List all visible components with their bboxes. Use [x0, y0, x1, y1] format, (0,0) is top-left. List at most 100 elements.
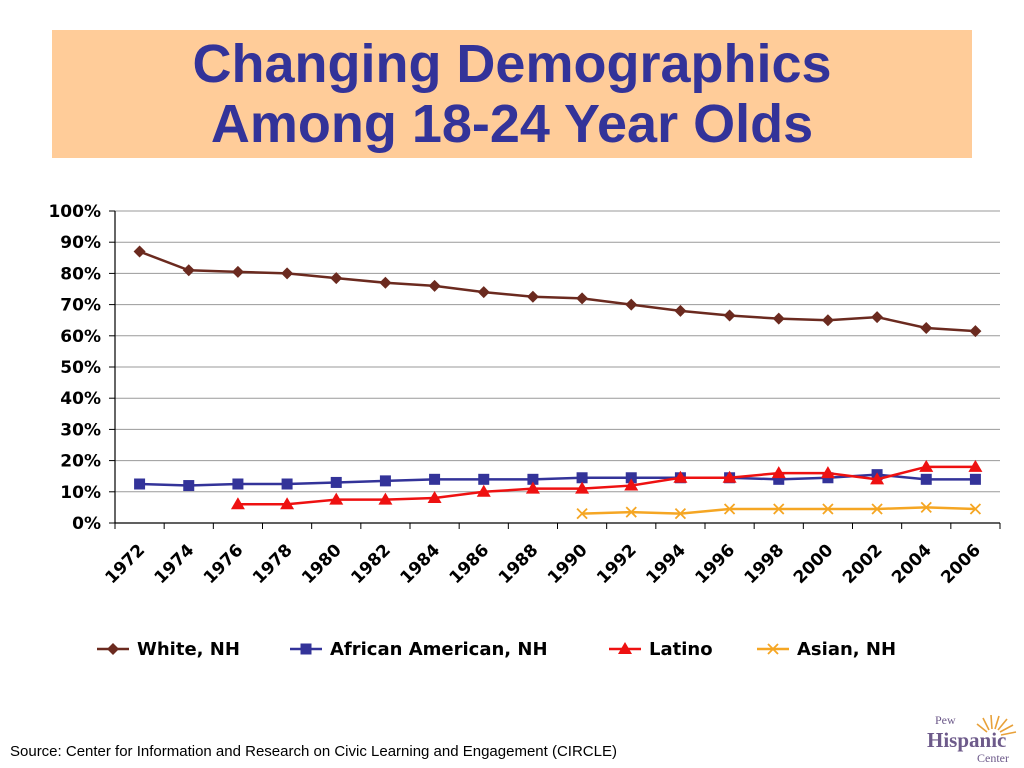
- legend-marker-asian-nh: [767, 643, 779, 655]
- series-line-latino: [237, 465, 976, 506]
- legend-marker-african-american-nh: [300, 643, 312, 655]
- y-tick-label: 0%: [72, 514, 101, 534]
- y-tick-label: 80%: [60, 264, 101, 284]
- logo-word-3: Center: [977, 751, 1009, 765]
- y-tick-label: 70%: [60, 296, 101, 316]
- x-tick-label: 1984: [397, 540, 445, 588]
- x-tick-label: 1988: [495, 540, 543, 588]
- y-tick-label: 100%: [48, 202, 101, 222]
- data-point-white-nh: [969, 325, 982, 338]
- line-chart: 0%10%20%30%40%50%60%70%80%90%100%1972 197…: [48, 202, 1001, 660]
- data-point-white-nh: [330, 272, 343, 285]
- data-point-african-american-nh: [134, 478, 146, 490]
- x-tick-label: 1994: [642, 540, 690, 588]
- data-point-white-nh: [625, 298, 638, 311]
- data-point-white-nh: [674, 304, 687, 317]
- data-point-white-nh: [723, 309, 736, 322]
- series-line-african-american-nh: [139, 473, 976, 487]
- data-point-african-american-nh: [478, 473, 490, 485]
- x-tick-label: 1982: [347, 540, 395, 588]
- data-point-white-nh: [133, 245, 146, 258]
- y-tick-label: 60%: [60, 327, 101, 347]
- data-point-latino: [919, 459, 934, 472]
- data-point-latino: [525, 481, 540, 494]
- data-point-asian-nh: [822, 503, 834, 515]
- x-tick-label: 1996: [692, 540, 740, 588]
- x-tick-label: 1978: [249, 540, 297, 588]
- data-point-african-american-nh: [625, 472, 637, 484]
- data-point-african-american-nh: [576, 472, 588, 484]
- title-banner: Changing Demographics Among 18-24 Year O…: [52, 30, 972, 158]
- data-point-white-nh: [871, 311, 884, 324]
- data-point-latino: [476, 484, 491, 497]
- x-tick-label: 1998: [741, 540, 789, 588]
- data-point-asian-nh: [625, 506, 637, 518]
- data-point-african-american-nh: [281, 478, 293, 490]
- data-point-african-american-nh: [429, 473, 441, 485]
- data-point-asian-nh: [871, 503, 883, 515]
- data-point-african-american-nh: [232, 478, 244, 490]
- x-tick-label: 1990: [544, 540, 592, 588]
- slide-title-line-1: Changing Demographics: [192, 34, 832, 94]
- y-tick-label: 90%: [60, 233, 101, 253]
- data-point-white-nh: [182, 264, 195, 277]
- data-point-latino: [968, 459, 983, 472]
- data-point-asian-nh: [920, 501, 932, 514]
- x-tick-label: 1972: [102, 540, 150, 588]
- source-note: Source: Center for Information and Resea…: [10, 743, 617, 760]
- data-point-latino: [427, 491, 442, 504]
- data-point-asian-nh: [773, 503, 785, 515]
- data-point-white-nh: [477, 286, 490, 299]
- x-tick-label: 2000: [790, 540, 838, 588]
- data-point-asian-nh: [576, 508, 588, 520]
- y-tick-label: 40%: [60, 389, 101, 409]
- data-point-white-nh: [379, 276, 392, 289]
- data-point-white-nh: [772, 312, 785, 325]
- data-point-latino: [624, 478, 639, 491]
- x-tick-label: 1974: [151, 540, 199, 588]
- data-point-white-nh: [920, 322, 933, 334]
- legend-label-latino: Latino: [649, 639, 713, 660]
- data-point-latino: [771, 466, 786, 479]
- data-point-asian-nh: [723, 503, 736, 515]
- data-point-white-nh: [428, 279, 441, 292]
- x-tick-label: 2006: [937, 540, 985, 588]
- legend-label-asian-nh: Asian, NH: [797, 639, 896, 660]
- data-point-asian-nh: [969, 503, 982, 515]
- data-point-latino: [378, 492, 393, 505]
- slide-title-line-2: Among 18-24 Year Olds: [210, 94, 814, 154]
- x-tick-label: 1992: [593, 540, 641, 588]
- y-tick-label: 20%: [60, 452, 101, 472]
- data-point-latino: [722, 470, 737, 483]
- data-point-african-american-nh: [379, 475, 391, 487]
- data-point-latino: [673, 470, 688, 483]
- x-tick-label: 1976: [200, 540, 248, 588]
- data-point-white-nh: [821, 314, 834, 327]
- x-tick-label: 1986: [446, 540, 494, 588]
- logo-word-2: Hispanic: [927, 728, 1006, 752]
- pew-hispanic-center-logo: Pew Hispanic Center: [927, 713, 1017, 765]
- x-tick-label: 1980: [298, 540, 346, 588]
- legend-marker-latino: [618, 642, 632, 654]
- data-point-african-american-nh: [330, 476, 342, 488]
- x-tick-label: 2004: [888, 540, 936, 588]
- data-point-white-nh: [231, 265, 244, 278]
- data-point-white-nh: [526, 290, 539, 303]
- data-point-latino: [820, 466, 835, 479]
- y-tick-label: 30%: [60, 420, 101, 440]
- data-point-asian-nh: [674, 508, 687, 520]
- series-line-white-nh: [139, 250, 976, 333]
- data-point-african-american-nh: [969, 473, 981, 485]
- data-point-latino: [575, 481, 590, 494]
- data-point-latino: [280, 497, 295, 510]
- legend-label-african-american-nh: African American, NH: [330, 639, 548, 660]
- y-tick-label: 50%: [60, 358, 101, 378]
- logo-word-1: Pew: [935, 713, 956, 727]
- data-point-latino: [329, 492, 344, 505]
- data-point-white-nh: [281, 267, 294, 280]
- data-point-african-american-nh: [527, 473, 539, 485]
- data-point-african-american-nh: [773, 473, 785, 485]
- x-tick-label: 2002: [839, 540, 887, 588]
- y-tick-label: 10%: [60, 483, 101, 503]
- legend-marker-white-nh: [107, 643, 119, 655]
